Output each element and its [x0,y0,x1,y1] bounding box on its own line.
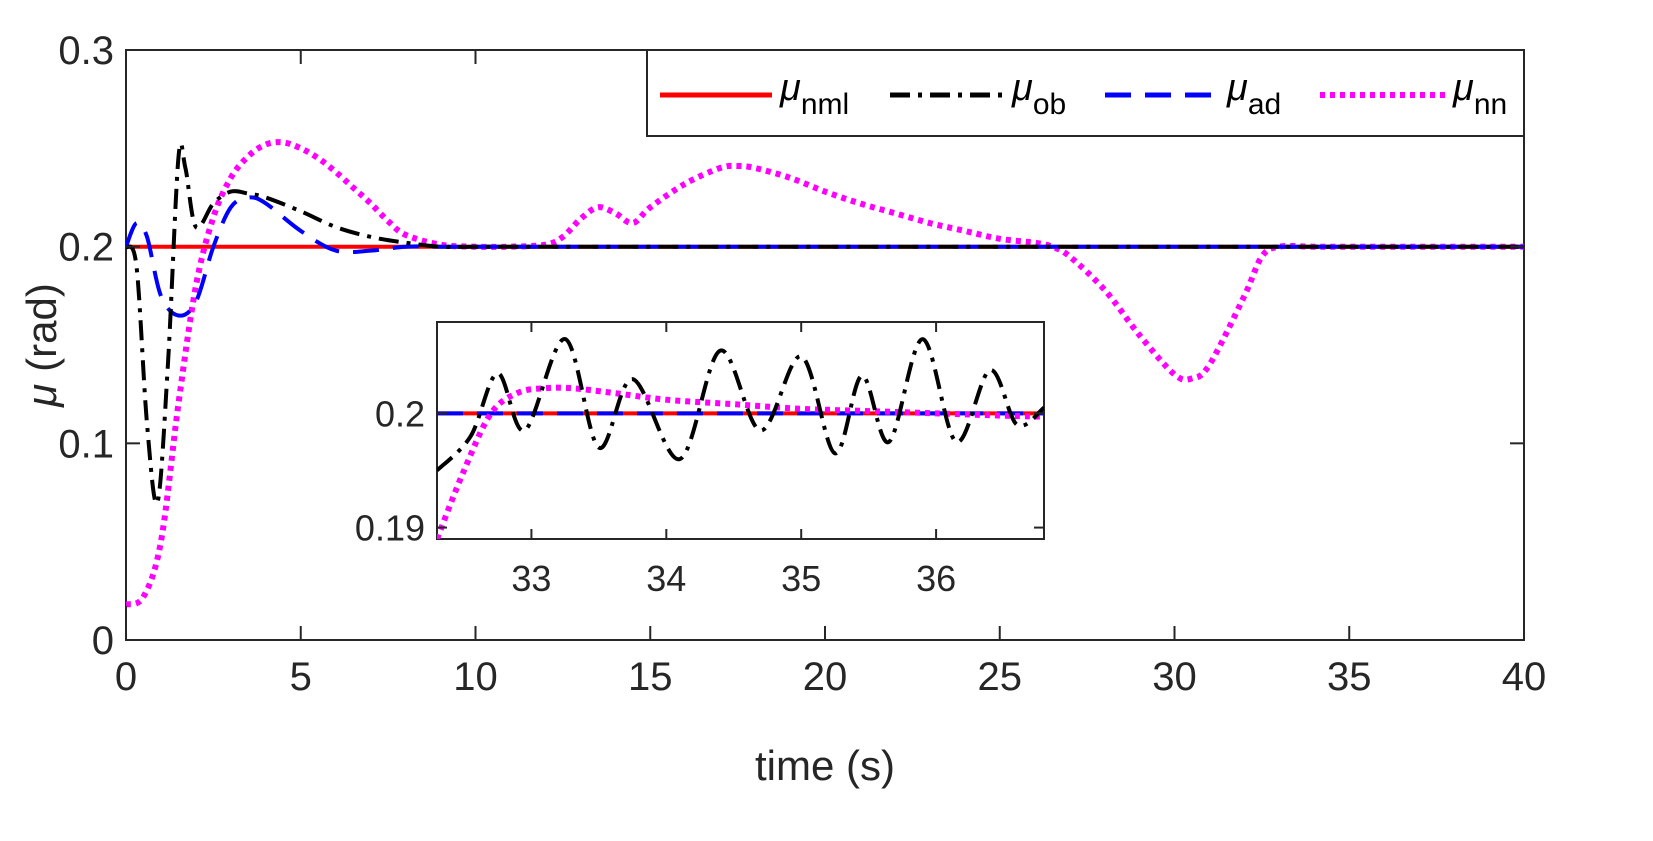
inset-x-tick-label: 33 [511,558,551,599]
legend-label-ob: μob [1011,67,1066,121]
legend-label-nml: μnml [779,67,849,121]
main-y-tick-label: 0.3 [58,29,114,73]
main-x-tick-label: 35 [1327,655,1372,699]
legend-label-ad: μad [1226,67,1281,121]
main-x-tick-label: 40 [1502,655,1547,699]
main-x-tick-label: 0 [115,655,137,699]
inset-y-tick-label: 0.19 [355,508,425,549]
legend: μnml μob μad μnn [646,49,1525,137]
main-x-tick-label: 25 [978,655,1023,699]
y-axis-label: μ(rad) [18,283,65,408]
legend-label-nn: μnn [1452,67,1507,121]
main-x-tick-label: 5 [290,655,312,699]
main-y-tick-label: 0.1 [58,422,114,466]
inset-x-tick-label: 34 [646,558,686,599]
inset-x-tick-label: 35 [781,558,821,599]
main-x-tick-label: 10 [453,655,498,699]
inset-series-nn [437,384,1044,539]
main-y-tick-label: 0 [92,619,114,663]
main-series-ad [126,195,1524,318]
main-series-ob [126,141,1524,506]
main-x-tick-label: 15 [628,655,673,699]
main-y-tick-label: 0.2 [58,226,114,270]
inset-x-tick-label: 36 [916,558,956,599]
inset-plot-area [436,321,1045,540]
x-axis-label: time (s) [755,742,895,789]
main-x-tick-label: 20 [803,655,848,699]
main-x-tick-label: 30 [1152,655,1197,699]
inset-series-ob [437,337,1044,472]
inset-y-tick-label: 0.2 [375,393,425,434]
legend-box [646,49,1525,137]
